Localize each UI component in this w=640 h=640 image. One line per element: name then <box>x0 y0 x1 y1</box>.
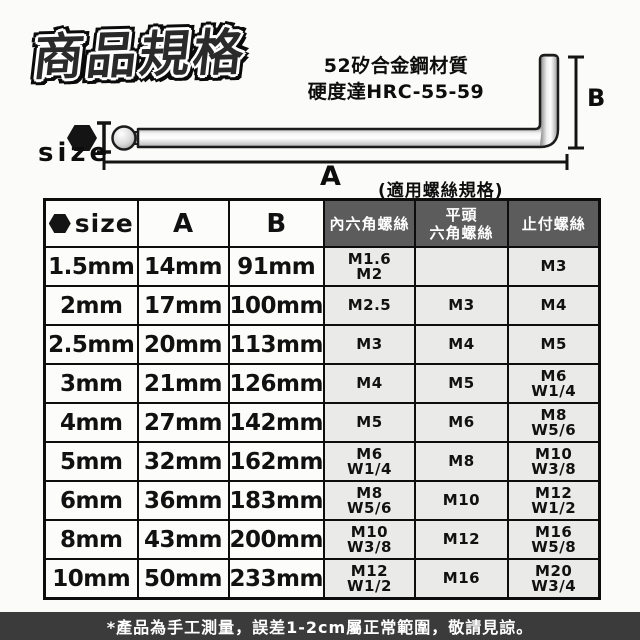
table-cell: M16 W5/8 <box>506 519 601 560</box>
table-cell: M5 <box>322 402 416 443</box>
col-header-size: size <box>43 198 139 248</box>
table-row: 4mm 27mm 142mm M5 M6 M8 W5/6 <box>43 402 601 443</box>
table-cell: 10mm <box>43 558 139 600</box>
table-cell: 2mm <box>43 285 139 326</box>
table-cell: 36mm <box>136 480 230 521</box>
table-cell: M12 W1/2 <box>506 480 601 521</box>
table-cell: 21mm <box>136 363 230 404</box>
material-spec: 52矽合金鋼材質 硬度達HRC-55-59 <box>282 53 510 105</box>
spec-table: size A B 內六角螺絲 平頭 六角螺絲 止付螺絲 1.5mm 14mm 91m… <box>43 198 602 600</box>
table-cell: 5mm <box>43 441 139 482</box>
table-cell: 162mm <box>227 441 325 482</box>
table-row: 8mm 43mm 200mm M10 W3/8 M12 M16 W5/8 <box>43 519 601 560</box>
table-cell: M4 <box>322 363 416 404</box>
table-cell: 14mm <box>136 246 230 287</box>
table-cell: 32mm <box>136 441 230 482</box>
table-cell: 17mm <box>136 285 230 326</box>
b-label: B <box>587 84 606 112</box>
wrench-body <box>136 53 560 149</box>
table-cell: M10 W3/8 <box>322 519 416 560</box>
table-cell: M6 W1/4 <box>322 441 416 482</box>
size-label: size <box>38 138 112 168</box>
table-cell: 2.5mm <box>43 324 139 365</box>
table-cell: 100mm <box>227 285 325 326</box>
a-label: A <box>320 161 341 192</box>
col-header-set-screw: 止付螺絲 <box>506 198 601 248</box>
table-row: 2mm 17mm 100mm M2.5 M3 M4 <box>43 285 601 326</box>
table-cell: 142mm <box>227 402 325 443</box>
table-cell: M12 <box>413 519 509 560</box>
table-cell: 50mm <box>136 558 230 600</box>
table-cell: 27mm <box>136 402 230 443</box>
a-dimension-line <box>102 154 569 170</box>
table-cell: M4 <box>506 285 601 326</box>
col-header-flathead-screw: 平頭 六角螺絲 <box>413 198 509 248</box>
hex-size-icon <box>67 125 97 151</box>
table-cell: M1.6 M2 <box>322 246 416 287</box>
table-cell: 200mm <box>227 519 325 560</box>
footer-note-bar: *產品為手工測量，誤差1-2cm屬正常範圍，敬請見諒。 <box>0 612 640 640</box>
table-header-row: size A B 內六角螺絲 平頭 六角螺絲 止付螺絲 <box>43 198 601 248</box>
table-cell: M6 W1/4 <box>506 363 601 404</box>
table-cell: M8 W5/6 <box>506 402 601 443</box>
table-row: 2.5mm 20mm 113mm M3 M4 M5 <box>43 324 601 365</box>
table-cell: M5 <box>506 324 601 365</box>
table-row: 1.5mm 14mm 91mm M1.6 M2 M3 <box>43 246 601 287</box>
table-row: 6mm 36mm 183mm M8 W5/6 M10 M12 W1/2 <box>43 480 601 521</box>
table-cell: M20 W3/4 <box>506 558 601 600</box>
wrench-short-arm-shading <box>540 57 557 146</box>
material-line-2: 硬度達HRC-55-59 <box>307 81 485 104</box>
size-dimension-marker <box>97 121 111 154</box>
b-dimension-line <box>568 55 584 150</box>
table-cell: M8 W5/6 <box>322 480 416 521</box>
table-cell: 126mm <box>227 363 325 404</box>
table-cell: M16 <box>413 558 509 600</box>
size-header-label: size <box>74 209 134 238</box>
table-row: 5mm 32mm 162mm M6 W1/4 M8 M10 W3/8 <box>43 441 601 482</box>
table-cell <box>413 246 509 287</box>
table-cell: 4mm <box>43 402 139 443</box>
wrench-ball-end <box>111 125 137 151</box>
table-cell: M4 <box>413 324 509 365</box>
table-cell: 233mm <box>227 558 325 600</box>
table-cell: M2.5 <box>322 285 416 326</box>
material-line-1: 52矽合金鋼材質 <box>323 55 469 77</box>
table-cell: M12 W1/2 <box>322 558 416 600</box>
table-cell: 8mm <box>43 519 139 560</box>
table-cell: M6 <box>413 402 509 443</box>
table-cell: M3 <box>506 246 601 287</box>
table-cell: 183mm <box>227 480 325 521</box>
table-cell: 1.5mm <box>43 246 139 287</box>
hex-wrench-diagram <box>67 53 584 170</box>
table-row: 10mm 50mm 233mm M12 W1/2 M16 M20 W3/4 <box>43 558 601 600</box>
table-cell: 3mm <box>43 363 139 404</box>
table-cell: M10 W3/8 <box>506 441 601 482</box>
col-header-b: B <box>227 198 325 248</box>
table-cell: 6mm <box>43 480 139 521</box>
table-cell: 113mm <box>227 324 325 365</box>
table-cell: M8 <box>413 441 509 482</box>
table-cell: M3 <box>322 324 416 365</box>
table-row: 3mm 21mm 126mm M4 M5 M6 W1/4 <box>43 363 601 404</box>
col-header-socket-screw: 內六角螺絲 <box>322 198 416 248</box>
table-cell: M10 <box>413 480 509 521</box>
table-cell: 43mm <box>136 519 230 560</box>
table-cell: 91mm <box>227 246 325 287</box>
table-cell: M5 <box>413 363 509 404</box>
footer-note: *產品為手工測量，誤差1-2cm屬正常範圍，敬請見諒。 <box>106 618 534 637</box>
col-header-a: A <box>136 198 230 248</box>
hex-icon <box>48 214 71 233</box>
table-cell: 20mm <box>136 324 230 365</box>
screw-spec-caption: (適用螺絲規格) <box>378 181 504 201</box>
table-cell: M3 <box>413 285 509 326</box>
